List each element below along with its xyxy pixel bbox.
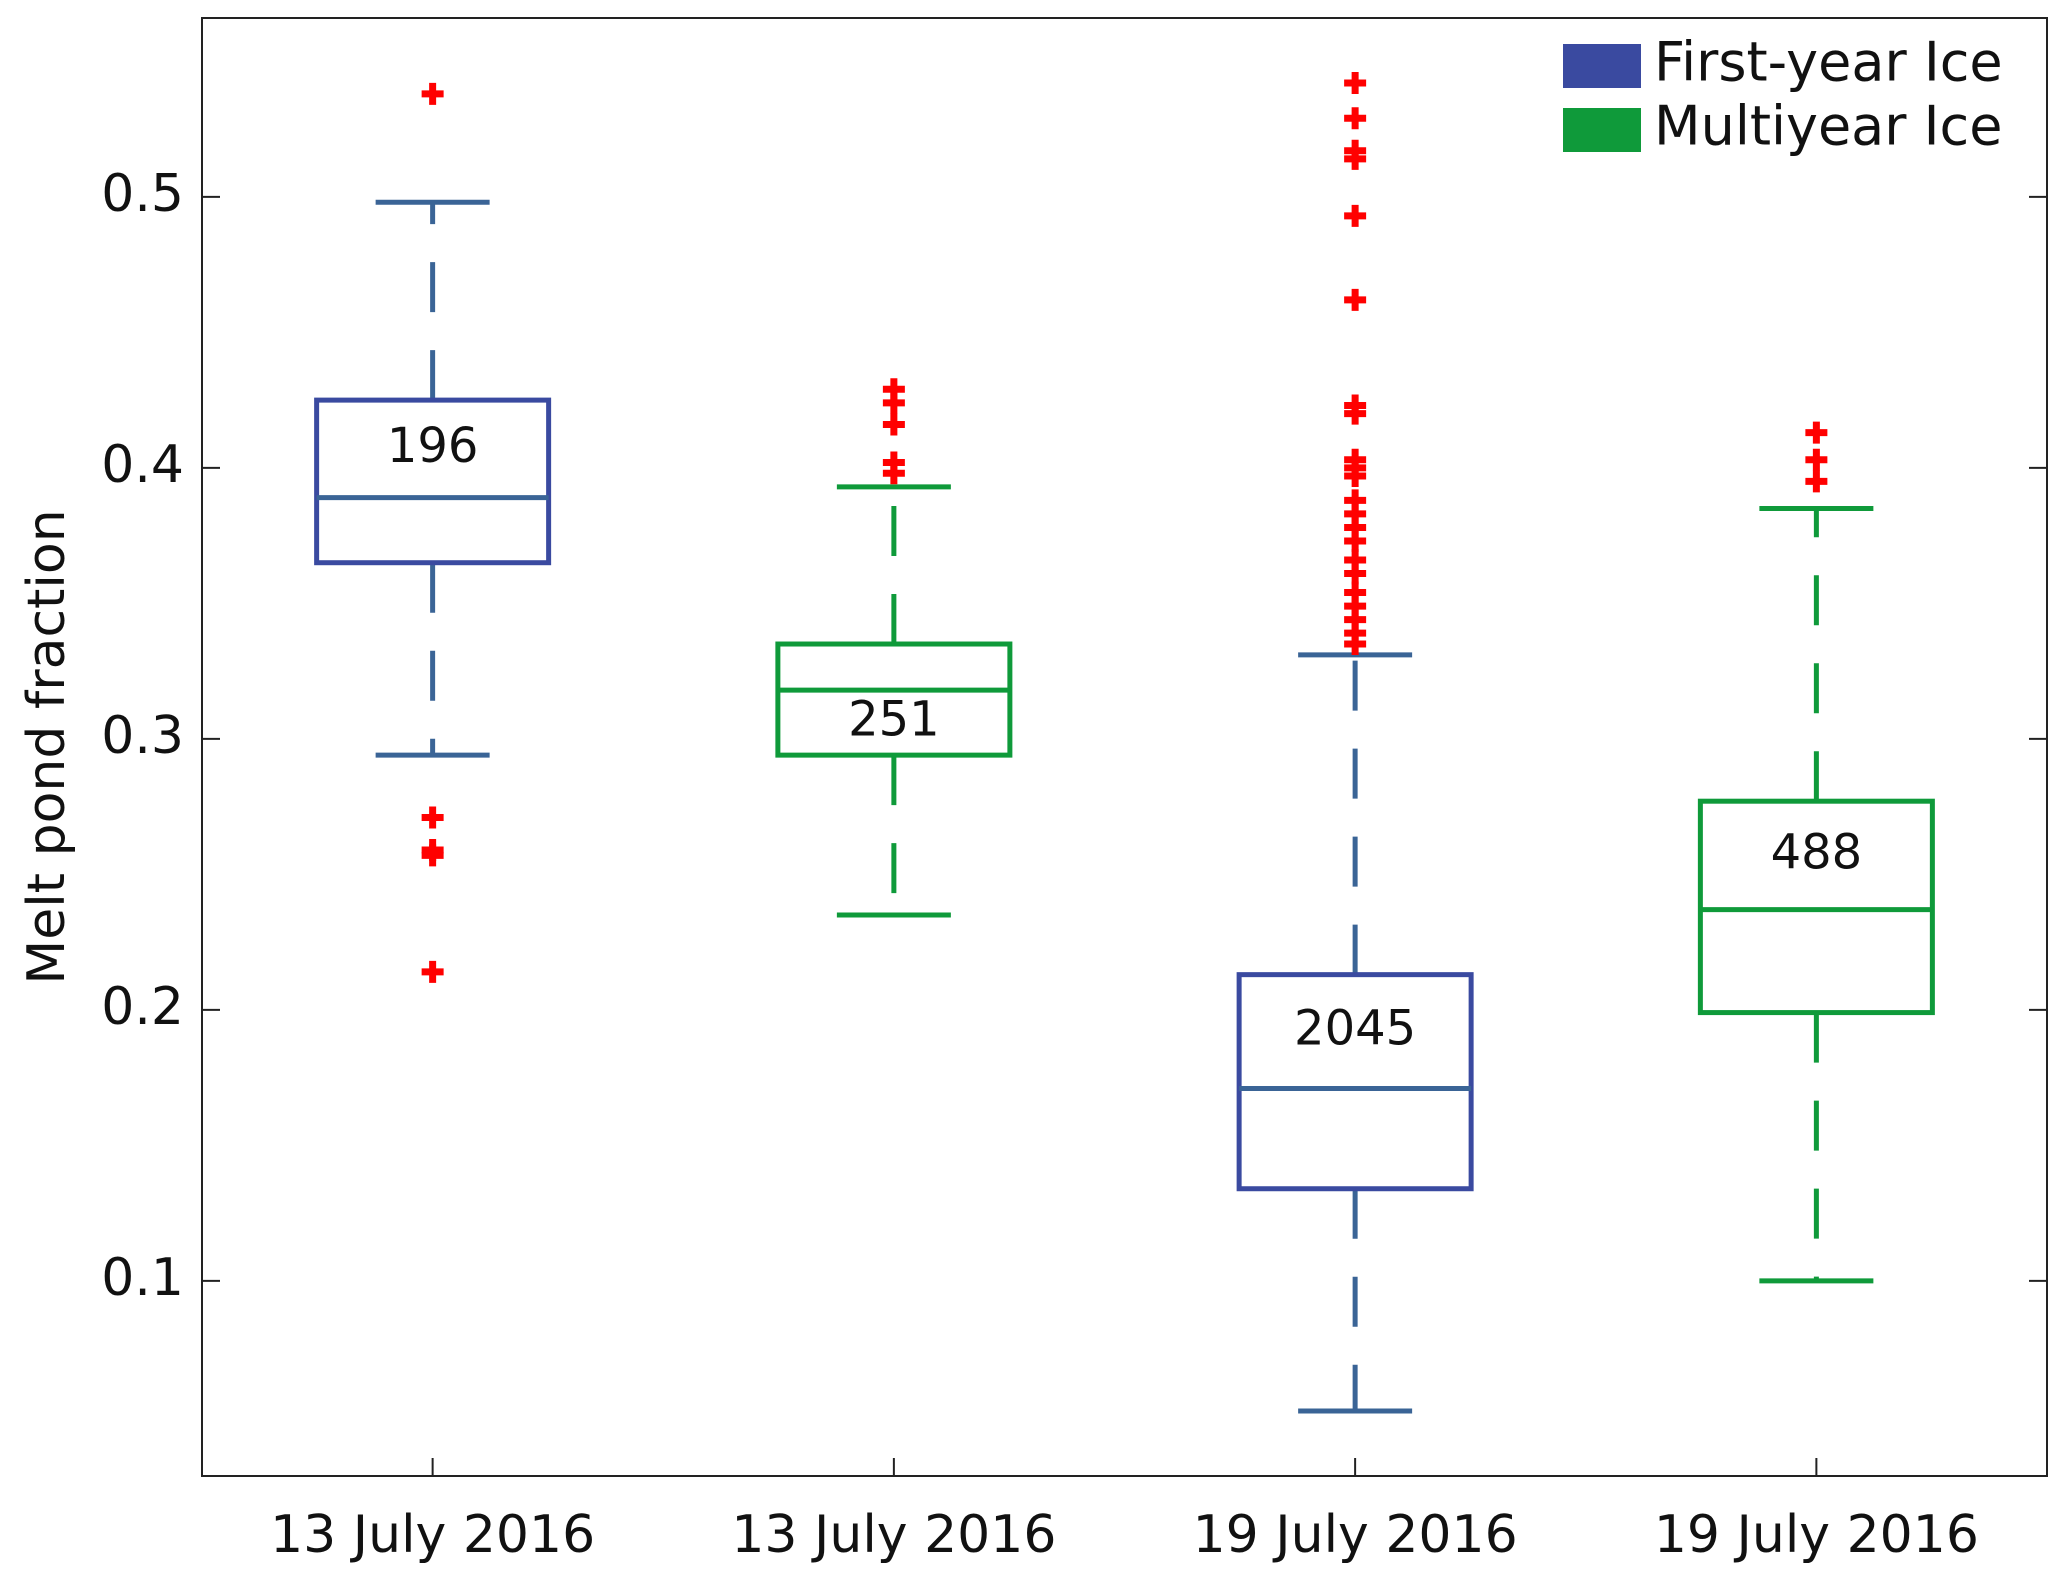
outlier [882,462,905,485]
outlier [1344,288,1367,311]
legend-swatch [1563,44,1641,88]
count-label: 196 [387,418,479,474]
outlier [1805,470,1828,493]
box [1236,972,1474,1192]
legend-label: Multiyear Ice [1654,95,2002,158]
outlier [1344,530,1367,553]
y-tick-label: 0.2 [101,977,184,1037]
outlier [1805,448,1828,471]
box [775,641,1013,758]
x-tick-label: 19 July 2016 [1654,1505,1979,1565]
count-label: 2045 [1294,1001,1416,1057]
count-label: 251 [848,692,940,748]
y-axis-label: Melt pond fraction [17,509,77,984]
outlier [421,844,444,867]
y-tick-label: 0.5 [101,164,184,224]
outlier [1344,402,1367,425]
outlier [1344,562,1367,585]
x-tick-label: 13 July 2016 [731,1505,1056,1565]
outlier [1344,107,1367,130]
outlier [421,960,444,983]
count-label: 488 [1771,824,1863,880]
legend-swatch [1563,108,1641,152]
outlier [1344,204,1367,227]
outlier [1805,421,1828,444]
plot-frame [201,17,2048,1477]
outlier [421,82,444,105]
x-tick-label: 19 July 2016 [1193,1505,1518,1565]
box [314,397,552,566]
outlier [1344,72,1367,95]
legend-label: First-year Ice [1654,31,2003,94]
box [1697,798,1935,1016]
outlier [882,391,905,414]
outlier [882,413,905,436]
outlier [1344,464,1367,487]
y-tick-label: 0.1 [101,1248,184,1308]
outlier [421,806,444,829]
outlier [1344,147,1367,170]
x-tick-label: 13 July 2016 [270,1505,595,1565]
y-tick-label: 0.3 [101,706,184,766]
outlier [1344,633,1367,656]
y-tick-label: 0.4 [101,435,184,495]
